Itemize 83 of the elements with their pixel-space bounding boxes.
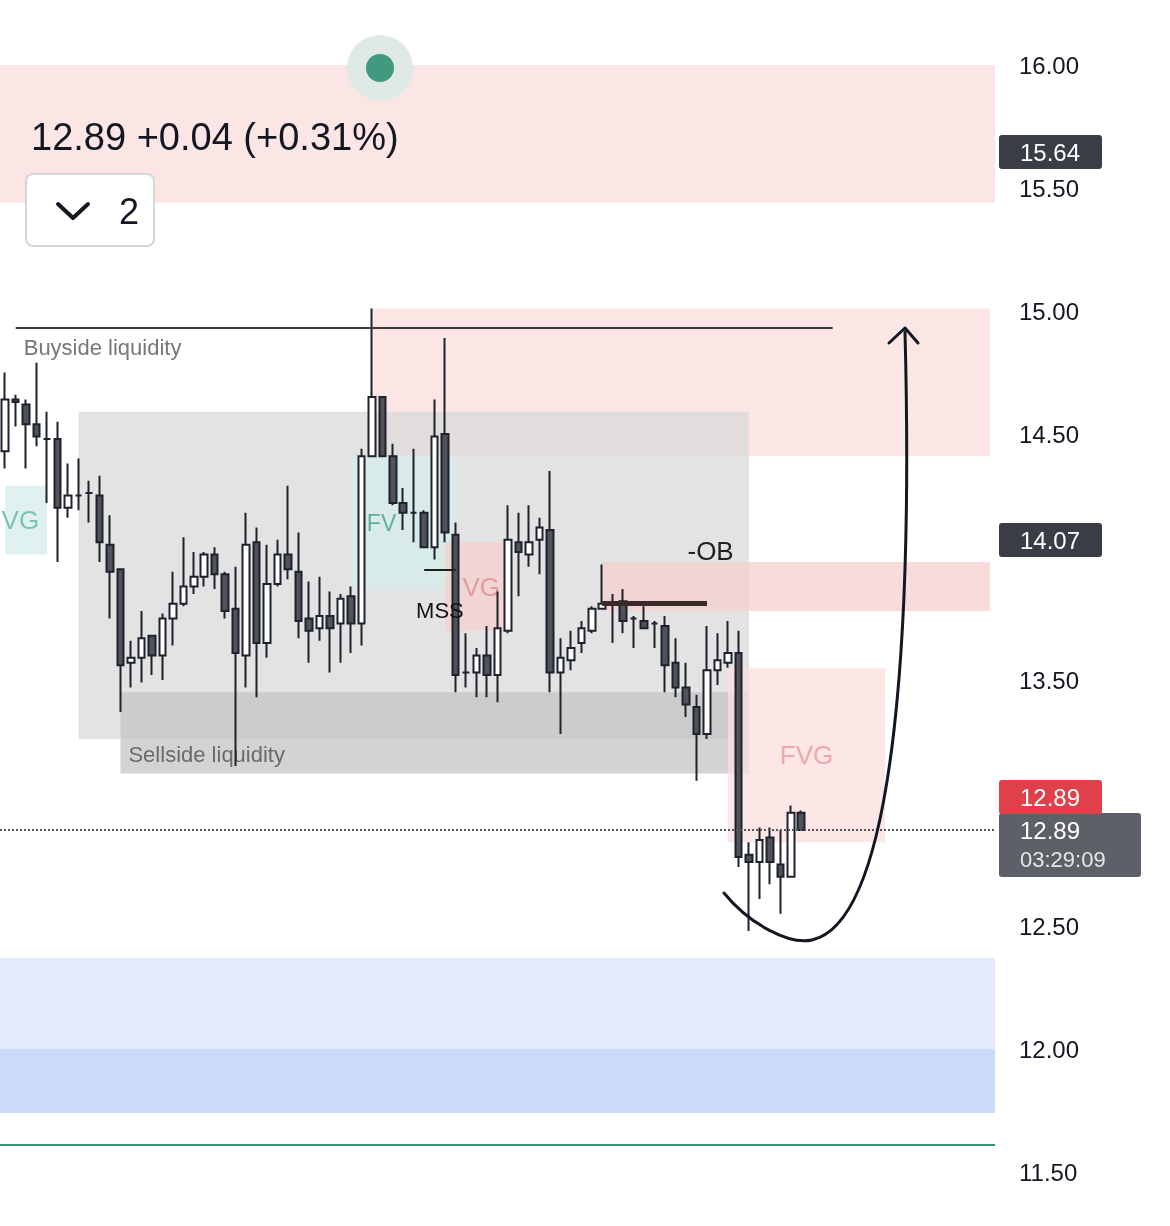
text: 15.64 xyxy=(1020,138,1081,166)
candlestick xyxy=(419,509,429,549)
candlestick xyxy=(482,624,492,699)
text: 03:29:09 xyxy=(1020,846,1106,872)
candlestick xyxy=(158,612,167,681)
candlestick xyxy=(461,632,471,689)
y-tick-label: 12.50 xyxy=(1019,912,1080,940)
candlestick xyxy=(336,592,345,664)
candlestick xyxy=(629,615,638,650)
candlestick xyxy=(357,447,366,647)
candlestick xyxy=(503,504,513,635)
candlestick xyxy=(430,398,439,561)
annotation: 2 xyxy=(119,191,140,233)
candlestick xyxy=(0,371,10,470)
candlestick xyxy=(179,536,188,608)
candlestick xyxy=(241,511,251,689)
candlestick xyxy=(262,543,272,659)
y-tick-label: 14.50 xyxy=(1019,420,1080,448)
candlestick xyxy=(556,637,565,736)
candlestick xyxy=(74,457,83,512)
candlestick xyxy=(137,610,146,684)
candlestick xyxy=(440,337,450,544)
candlestick xyxy=(367,307,377,458)
candlestick xyxy=(116,568,125,713)
text: 12.89 xyxy=(1020,783,1081,811)
candlestick xyxy=(692,693,701,782)
candlestick xyxy=(378,396,387,458)
candlestick xyxy=(577,619,586,654)
y-tick-label: 15.50 xyxy=(1019,174,1080,202)
candlestick xyxy=(32,361,41,448)
y-tick-label: 15.00 xyxy=(1019,297,1080,325)
dropdown-button: 2 xyxy=(25,173,155,247)
ref-line-label: 12.89 xyxy=(1020,816,1081,844)
candlestick xyxy=(210,546,219,590)
candlestick xyxy=(63,462,73,519)
y-tick-label: 12.00 xyxy=(1019,1035,1080,1063)
candlestick xyxy=(95,474,104,563)
candlestick xyxy=(524,504,534,568)
y-tick-label: 11.50 xyxy=(1019,1158,1078,1186)
band-label: -OB xyxy=(687,535,734,566)
candlestick xyxy=(11,393,20,428)
candlestick xyxy=(283,484,293,581)
candlestick xyxy=(660,615,670,694)
candlestick xyxy=(702,624,712,741)
candlestick xyxy=(566,629,576,672)
candlestick xyxy=(105,514,115,620)
candlestick xyxy=(273,538,282,588)
band-label: VG xyxy=(1,505,40,536)
candlestick xyxy=(168,570,178,647)
candlestick xyxy=(147,634,157,677)
candlestick xyxy=(21,398,31,470)
candlestick xyxy=(53,420,62,563)
band-label: FV xyxy=(366,509,397,536)
candlestick xyxy=(545,469,555,694)
candlestick xyxy=(126,639,136,689)
candlestick xyxy=(304,580,314,664)
band-label: FVG xyxy=(779,740,834,771)
text: 14.07 xyxy=(1020,526,1081,554)
ref-line-label: Buyside liquidity xyxy=(23,334,182,360)
candlestick xyxy=(681,661,691,718)
candlestick xyxy=(325,590,335,674)
y-tick-label: 13.50 xyxy=(1019,666,1080,694)
candlestick xyxy=(42,410,52,504)
candlestick xyxy=(671,637,680,699)
candlestick xyxy=(755,826,764,900)
band-label: VG xyxy=(462,571,500,602)
candlestick xyxy=(315,575,324,642)
candlestick xyxy=(472,647,481,699)
candlestick xyxy=(220,570,230,620)
candlestick xyxy=(744,841,754,932)
candlestick xyxy=(84,479,94,524)
candlestick xyxy=(514,511,523,598)
candlestick xyxy=(713,632,722,686)
candlestick xyxy=(409,447,418,544)
candlestick xyxy=(639,605,649,630)
candlestick xyxy=(650,619,659,650)
candlestick xyxy=(346,585,356,654)
candlestick xyxy=(252,526,261,699)
candlestick xyxy=(294,531,303,640)
text: 12.89 +0.04 (+0.31%) xyxy=(31,116,399,158)
y-tick-label: 16.00 xyxy=(1019,51,1080,79)
candlestick xyxy=(723,619,733,669)
candlestick xyxy=(535,516,544,576)
